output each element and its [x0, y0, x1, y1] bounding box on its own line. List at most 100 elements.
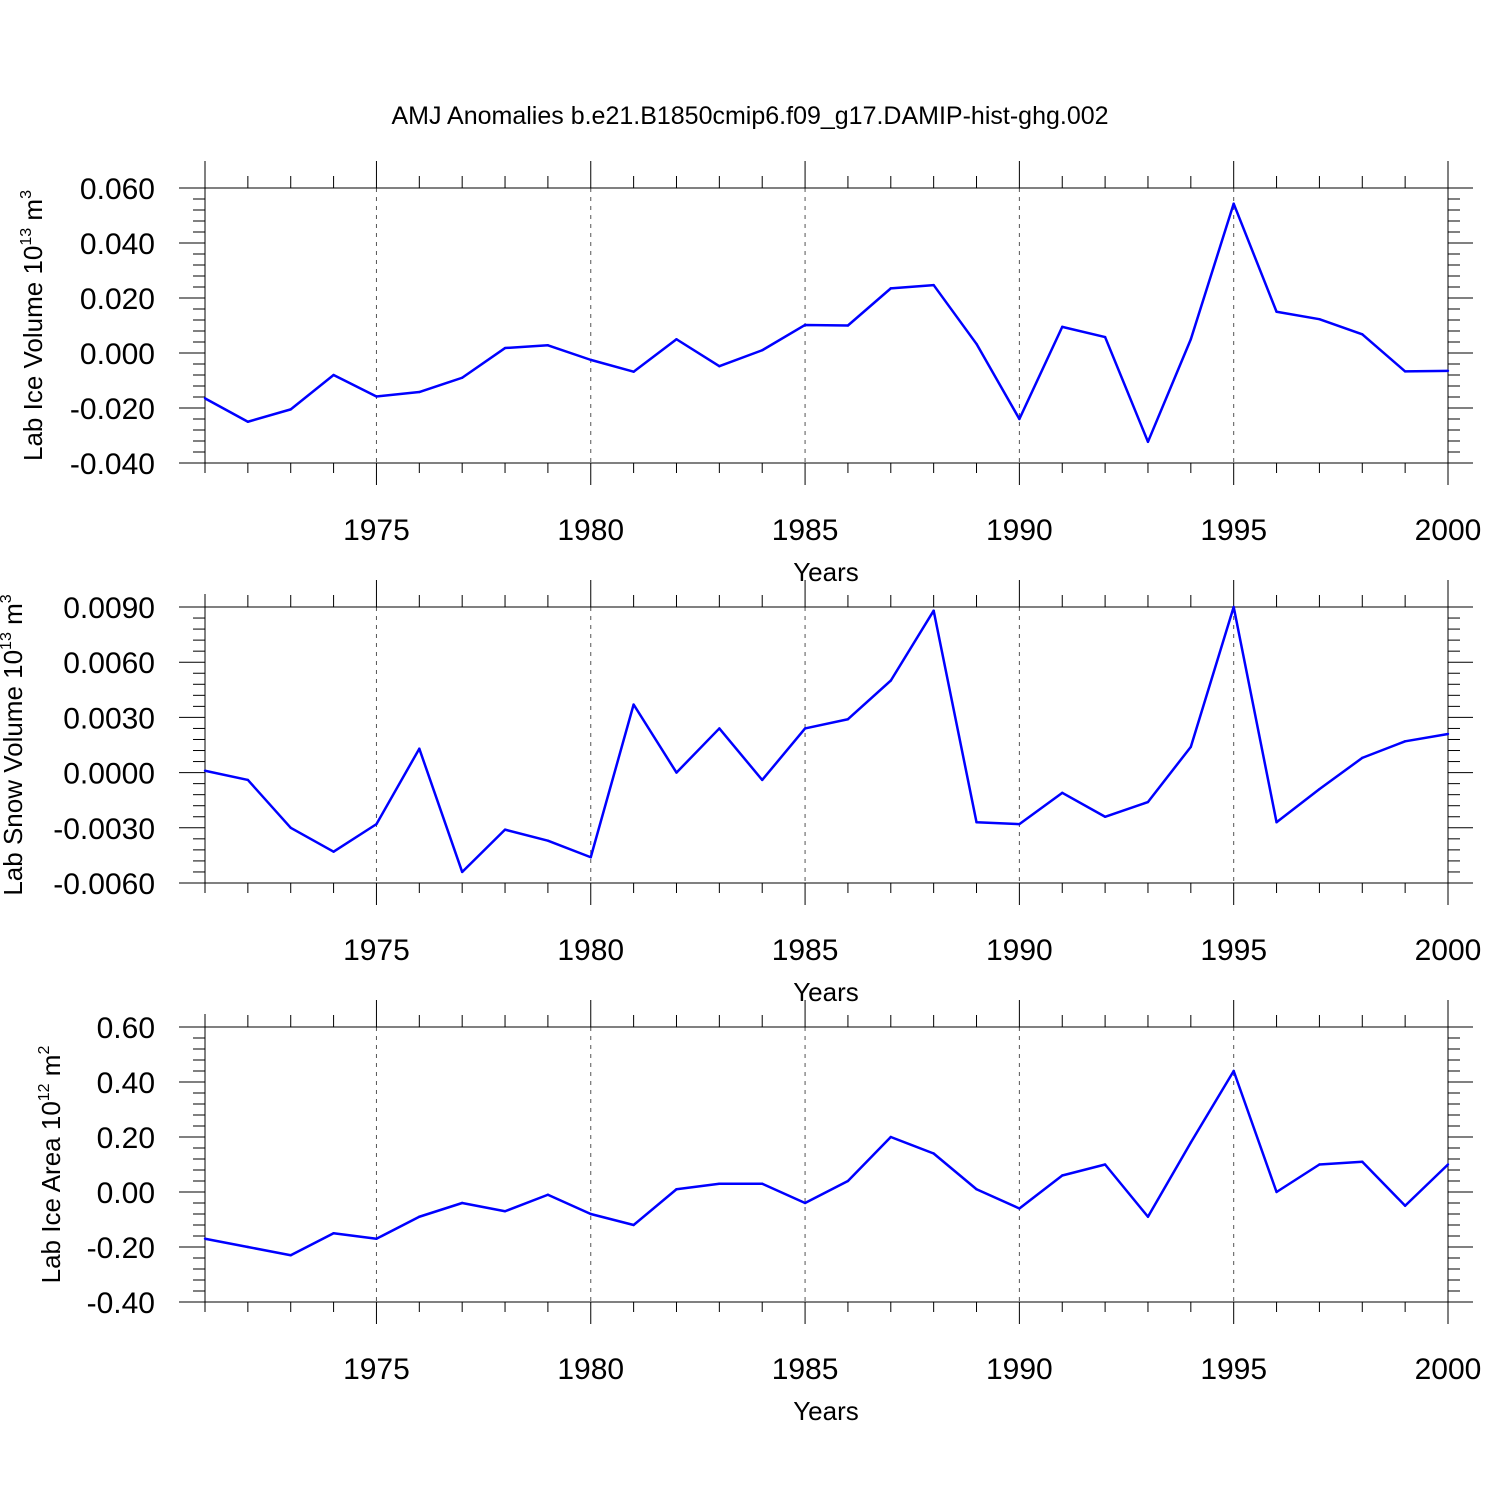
data-point [1446, 369, 1450, 373]
x-tick-label: 1995 [1200, 514, 1267, 547]
data-point [1061, 1174, 1064, 1177]
y-tick-label: 0.0060 [63, 647, 155, 680]
data-point [632, 370, 635, 373]
data-point [418, 747, 421, 750]
data-point [246, 778, 250, 782]
data-point [1146, 1215, 1150, 1218]
data-point [546, 839, 550, 842]
data-point [332, 850, 335, 853]
data-point [1403, 370, 1407, 373]
data-point [675, 771, 678, 774]
data-point [203, 1237, 207, 1240]
data-point [1018, 417, 1021, 421]
data-point [1146, 800, 1150, 804]
data-point [460, 376, 464, 379]
x-axis-label: Years [793, 1396, 859, 1426]
data-point [1361, 1160, 1364, 1163]
chart-title: AMJ Anomalies b.e21.B1850cmip6.f09_g17.D… [391, 102, 1108, 130]
y-tick-label: 0.40 [97, 1067, 155, 1100]
x-tick-label: 1975 [343, 934, 410, 967]
data-point [718, 727, 721, 730]
panel-2: 1975 1980 1985 1990 1995 2000 -0.0060 -0.0030 0.… [0, 580, 1481, 1007]
x-tick-label: 2000 [1415, 934, 1482, 967]
data-point [803, 323, 807, 327]
series-line [204, 1069, 1449, 1257]
x-tick-label: 1980 [557, 514, 624, 547]
data-point [503, 828, 507, 831]
x-tick-label: 1990 [986, 514, 1053, 547]
data-point [975, 1188, 978, 1191]
data-point [932, 1152, 935, 1155]
data-point [761, 1182, 764, 1185]
data-point [375, 395, 378, 398]
data-point [246, 420, 250, 423]
data-point [1232, 202, 1235, 205]
y-axis-label: Lab Ice Area 1012 m2 [36, 1046, 66, 1284]
data-point [1403, 1204, 1407, 1207]
data-point [418, 390, 421, 394]
data-point [1361, 333, 1364, 336]
data-point [846, 718, 850, 721]
data-point [503, 346, 507, 350]
panels: 1975 1980 1985 1990 1995 2000 -0.040 -0.020 0.00… [0, 161, 1481, 1426]
x-tick-label: 1980 [557, 934, 624, 967]
y-tick-label: 0.000 [80, 338, 155, 371]
data-point [332, 373, 335, 377]
y-tick-label: 0.0000 [63, 758, 155, 791]
data-point [889, 679, 892, 682]
data-point [761, 778, 764, 782]
data-point [846, 324, 850, 327]
x-tick-label: 1975 [343, 514, 410, 547]
data-point [675, 1188, 678, 1191]
data-point [1103, 335, 1107, 339]
data-point [932, 609, 935, 612]
data-point [1318, 787, 1321, 791]
x-tick-label: 1990 [986, 934, 1053, 967]
data-point [1061, 325, 1064, 329]
data-point [1275, 1190, 1278, 1194]
data-point [1275, 310, 1278, 313]
data-point [332, 1232, 335, 1235]
data-point [460, 1201, 464, 1205]
y-tick-label: -0.20 [87, 1232, 155, 1265]
y-tick-label: -0.0060 [53, 868, 155, 901]
x-tick-label: 1990 [986, 1353, 1053, 1386]
data-point [503, 1210, 507, 1213]
x-tick-label: 1975 [343, 1353, 410, 1386]
y-axis-label: Lab Ice Volume 1013 m3 [18, 190, 48, 461]
y-tick-label: -0.0030 [53, 813, 155, 846]
data-point [1061, 791, 1064, 795]
data-point [1018, 822, 1021, 826]
data-point [1018, 1207, 1021, 1210]
data-point [203, 769, 207, 772]
x-tick-label: 1995 [1200, 1353, 1267, 1386]
data-point [589, 358, 592, 362]
data-point [375, 822, 378, 826]
x-tick-label: 1985 [772, 514, 839, 547]
data-point [1146, 440, 1150, 444]
data-point [975, 821, 978, 824]
data-point [889, 287, 892, 290]
y-tick-label: -0.40 [87, 1287, 155, 1320]
x-tick-label: 2000 [1415, 1353, 1482, 1386]
data-point [1103, 1163, 1107, 1166]
data-point [246, 1245, 250, 1249]
y-tick-label: 0.00 [97, 1177, 155, 1210]
y-tick-label: -0.040 [70, 448, 155, 481]
data-point [546, 1193, 550, 1196]
data-point [203, 397, 207, 400]
panel-3: 1975 1980 1985 1990 1995 2000 -0.40 -0.20 0.00 0.… [36, 1000, 1481, 1426]
x-tick-label: 2000 [1415, 514, 1482, 547]
data-point [1232, 605, 1235, 609]
y-tick-label: 0.020 [80, 283, 155, 316]
y-axis-label: Lab Snow Volume 1013 m3 [0, 594, 28, 895]
data-point [1189, 745, 1193, 749]
y-tick-label: 0.040 [80, 228, 155, 261]
data-point [846, 1179, 850, 1183]
data-point [1275, 821, 1278, 824]
x-tick-label: 1980 [557, 1353, 624, 1386]
data-point [589, 1212, 592, 1216]
data-point [632, 703, 635, 706]
data-point [289, 826, 292, 829]
data-point [1446, 1163, 1450, 1166]
